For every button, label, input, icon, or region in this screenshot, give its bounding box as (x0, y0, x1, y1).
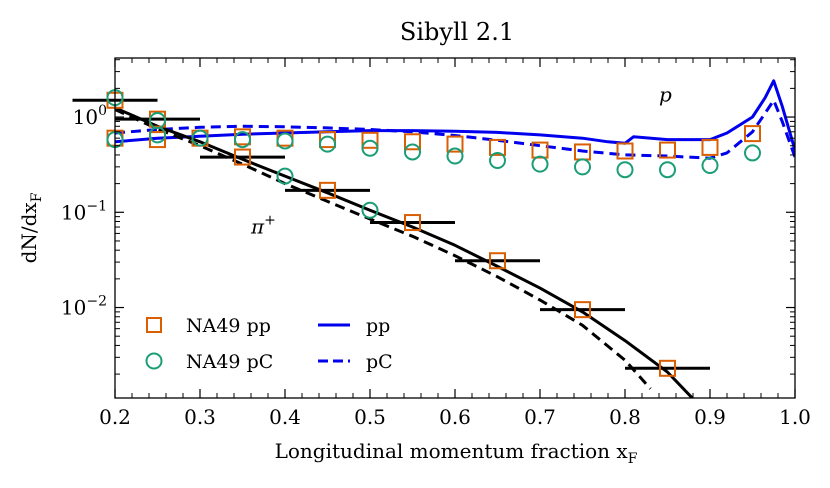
series-layer (115, 79, 795, 398)
x-tick-label: 0.7 (524, 405, 556, 429)
data-point-circle (361, 201, 379, 219)
data-point-square (659, 359, 676, 377)
data-point-circle (616, 161, 634, 179)
data-point-square (574, 301, 591, 319)
data-point-square (234, 148, 251, 166)
legend-circle-marker (145, 352, 163, 370)
data-point-square (701, 138, 719, 156)
data-point-circle (446, 147, 464, 165)
data-point-square (319, 131, 336, 149)
data-point-circle (149, 111, 166, 129)
data-point-circle (531, 155, 549, 173)
series-line-1 (115, 98, 795, 160)
data-point-circle (149, 126, 166, 144)
data-point-square (446, 135, 464, 153)
data-point-circle (404, 143, 421, 161)
x-tick-label: 0.2 (99, 405, 131, 429)
x-tick-label: 0.4 (269, 405, 301, 429)
data-point-square (489, 252, 506, 270)
legend-label-pp: pp (366, 315, 390, 337)
series-line-0 (115, 79, 795, 151)
marker-layer (72, 89, 761, 377)
data-point-square (489, 138, 506, 156)
legend-entry-na49-pc: NA49 pC (145, 351, 273, 373)
data-point-circle (234, 131, 251, 149)
series-line-3 (115, 108, 652, 390)
legend: NA49 pp NA49 pC pp pC (145, 315, 393, 373)
data-point-circle (276, 167, 294, 185)
legend-label-na49-pc: NA49 pC (186, 351, 273, 373)
data-point-circle (701, 156, 719, 174)
data-point-square (659, 141, 676, 159)
y-tick-label: 10−2 (61, 294, 107, 320)
legend-entry-na49-pp: NA49 pp (146, 315, 271, 337)
data-point-circle (744, 144, 761, 162)
plot-frame (114, 57, 796, 399)
x-tick-label: 1.0 (779, 405, 811, 429)
annotations: p π+ (250, 83, 672, 239)
annotation-0: p (659, 83, 672, 107)
x-tick-label: 0.3 (184, 405, 216, 429)
data-point-circle (574, 158, 591, 176)
legend-entry-pp: pp (318, 315, 390, 337)
y-tick-label: 100 (73, 103, 107, 129)
data-point-square (149, 131, 166, 149)
data-point-circle (191, 129, 209, 147)
x-tick-label: 0.6 (439, 405, 471, 429)
data-point-square (404, 214, 421, 232)
tick-layer (114, 58, 796, 398)
y-axis-label: dN/dxF (17, 192, 45, 263)
data-point-circle (276, 132, 294, 150)
legend-label-na49-pp: NA49 pp (186, 315, 271, 337)
data-point-square (744, 125, 761, 143)
annotation-1: π+ (250, 212, 276, 238)
data-point-circle (489, 151, 506, 169)
data-point-circle (659, 161, 676, 179)
legend-label-pc: pC (366, 351, 393, 373)
tick-labels: 0.2 0.3 0.4 0.5 0.6 0.7 0.8 0.9 1.0 100 10−1 10−2 (61, 103, 811, 429)
x-tick-label: 0.5 (354, 405, 386, 429)
legend-entry-pc: pC (318, 351, 393, 373)
x-axis-label: Longitudinal momentum fraction xF (275, 439, 638, 467)
y-tick-label: 10−1 (61, 198, 107, 224)
data-point-circle (319, 135, 336, 153)
data-point-square (361, 131, 379, 149)
data-point-square (404, 133, 421, 151)
data-point-square (319, 181, 336, 199)
legend-square-marker (146, 317, 162, 333)
data-point-circle (361, 139, 379, 157)
x-tick-label: 0.8 (609, 405, 641, 429)
chart-title: Sibyll 2.1 (400, 18, 514, 46)
series-line-2 (115, 106, 695, 398)
data-point-square (616, 142, 634, 160)
x-tick-label: 0.9 (694, 405, 726, 429)
